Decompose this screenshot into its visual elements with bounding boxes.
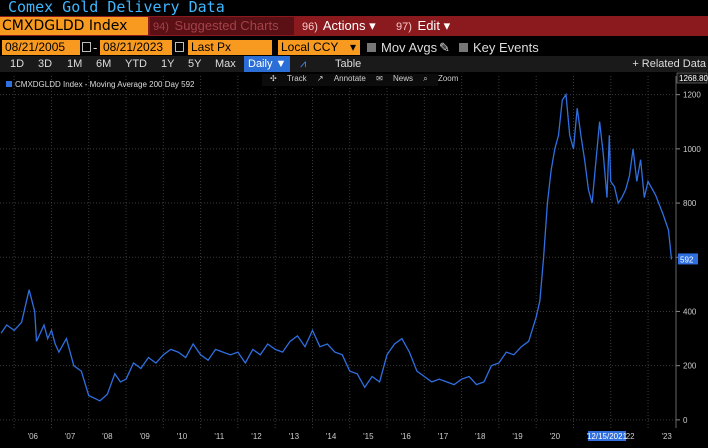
track-tool[interactable]: ✣ Track — [270, 74, 307, 83]
actions-num: 96) — [302, 21, 318, 33]
key-events-checkbox[interactable] — [459, 43, 468, 52]
y-tick-label: 400 — [683, 307, 697, 316]
x-tick-label: '15 — [363, 432, 374, 441]
crosshair-date-box — [588, 431, 627, 441]
x-tick-label: '18 — [475, 432, 486, 441]
mov-avgs-checkbox[interactable] — [367, 43, 376, 52]
series-line — [0, 92, 673, 402]
table-button[interactable]: Table — [335, 58, 362, 70]
period-1m[interactable]: 1M — [67, 58, 83, 70]
suggested-charts-button[interactable]: 94) Suggested Charts — [150, 17, 294, 35]
x-tick-label: '09 — [139, 432, 150, 441]
period-max[interactable]: Max — [215, 58, 236, 70]
related-data-button[interactable]: + Related Data — [632, 58, 706, 70]
x-tick-label: '22 — [624, 432, 635, 441]
ticker-field[interactable]: CMXDGLDD Index — [0, 17, 148, 35]
y-tick-label: 200 — [683, 362, 697, 371]
y-tick-label: 0 — [683, 416, 688, 425]
calendar-icon[interactable] — [175, 42, 184, 52]
start-date-input[interactable]: 08/21/2005 — [2, 40, 80, 55]
period-bar: 1D 3D 1M 6M YTD 1Y 5Y Max Daily ▼ ⩘ Tabl… — [0, 56, 708, 72]
period-3d[interactable]: 3D — [38, 58, 53, 70]
annotate-tool[interactable]: ↗ Annotate — [316, 74, 366, 83]
period-6m[interactable]: 6M — [96, 58, 112, 70]
x-tick-label: '16 — [400, 432, 411, 441]
last-value-label: 592 — [680, 255, 694, 264]
actions-menu[interactable]: 96) Actions ▾ — [298, 17, 390, 35]
x-tick-label: '10 — [177, 432, 188, 441]
news-tool[interactable]: ✉ News — [376, 74, 414, 83]
x-tick-label: '23 — [661, 432, 672, 441]
mov-avgs-label: Mov Avgs — [381, 40, 438, 55]
period-1y[interactable]: 1Y — [161, 58, 175, 70]
period-5y[interactable]: 5Y — [188, 58, 202, 70]
chart-area[interactable]: 020040060080010001200'06'07'08'09'10'11'… — [0, 72, 708, 448]
x-tick-label: '13 — [289, 432, 300, 441]
caret-down-icon: ▾ — [443, 18, 451, 33]
actions-label: Actions — [322, 18, 366, 33]
y-tick-label: 1200 — [683, 91, 701, 100]
crosshair-date-label: 12/15/2021 — [587, 432, 628, 441]
chart-legend: CMXDGLDD Index - Moving Average 200 Day … — [6, 80, 195, 89]
y-tick-label: 800 — [683, 199, 697, 208]
field-select[interactable]: Last Px — [188, 40, 272, 55]
key-events-label: Key Events — [473, 40, 539, 55]
legend-text: CMXDGLDD Index - Moving Average 200 Day … — [15, 80, 195, 89]
currency-select[interactable]: Local CCY — [278, 40, 348, 55]
legend-swatch — [6, 81, 12, 87]
edit-menu[interactable]: 97) Edit ▾ — [392, 17, 458, 35]
frequency-label: Daily — [248, 58, 273, 70]
controls-bar: 08/21/2005 - 08/21/2023 Last Px Local CC… — [0, 38, 708, 58]
x-tick-label: '19 — [512, 432, 523, 441]
window-title: Comex Gold Delivery Data — [8, 0, 225, 16]
suggested-num: 94) — [153, 21, 169, 33]
zoom-tool[interactable]: ⌕ Zoom — [423, 74, 459, 83]
end-date-input[interactable]: 08/21/2023 — [100, 40, 172, 55]
pencil-icon[interactable]: ✎ — [439, 40, 450, 55]
x-tick-label: '06 — [28, 432, 39, 441]
chart-toolbar: ✣ Track ↗ Annotate ✉ News ⌕ Zoom — [262, 74, 458, 86]
suggested-label: Suggested Charts — [174, 18, 279, 33]
date-separator: - — [93, 40, 98, 55]
edit-num: 97) — [396, 21, 412, 33]
edit-label: Edit — [417, 18, 440, 33]
y-max-label-box — [676, 72, 708, 84]
period-ytd[interactable]: YTD — [125, 58, 147, 70]
last-value-badge — [678, 253, 698, 265]
chevron-down-icon[interactable]: ▾ — [348, 40, 360, 55]
x-tick-label: '12 — [251, 432, 262, 441]
frequency-select[interactable]: Daily ▼ — [244, 56, 291, 72]
x-tick-label: '07 — [65, 432, 76, 441]
y-max-label: 1268.80 — [679, 74, 708, 83]
period-1d[interactable]: 1D — [10, 58, 25, 70]
x-tick-label: '17 — [438, 432, 449, 441]
x-tick-label: '08 — [102, 432, 113, 441]
x-tick-label: '20 — [550, 432, 561, 441]
x-tick-label: '11 — [214, 432, 224, 441]
x-tick-label: '14 — [326, 432, 337, 441]
line-chart-icon[interactable]: ⩘ — [300, 58, 307, 70]
y-tick-label: 1000 — [683, 145, 701, 154]
calendar-icon[interactable] — [82, 42, 91, 52]
caret-down-icon: ▾ — [369, 18, 376, 33]
